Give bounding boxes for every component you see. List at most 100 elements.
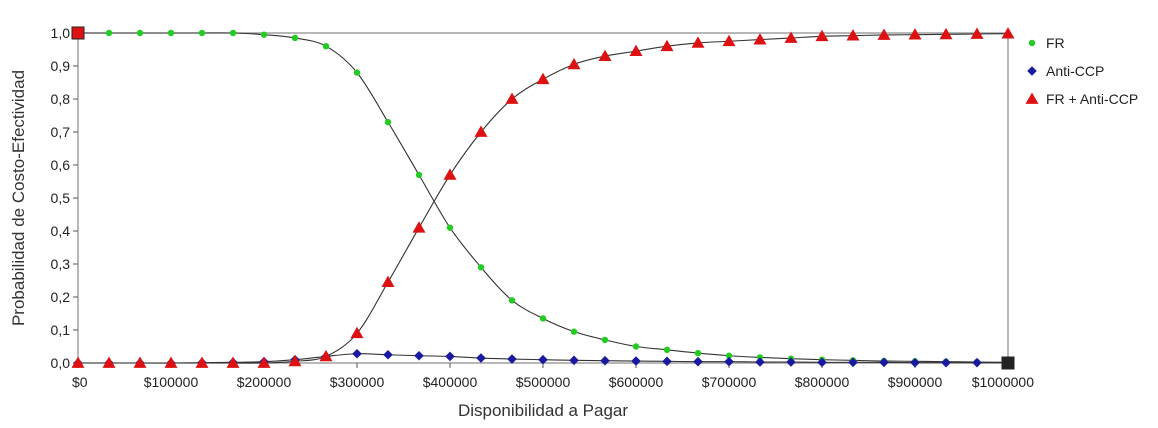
data-point-anti-ccp xyxy=(972,357,982,368)
data-point-fr xyxy=(508,297,516,304)
data-point-anti-ccp xyxy=(569,355,579,366)
x-axis-ticks: $0 $100000 $200000 $300000 $400000 $500000 $60… xyxy=(72,363,1034,390)
data-point-fr xyxy=(694,349,702,357)
data-point-fr-anti-ccp xyxy=(102,356,116,368)
legend-label-fr-anti-ccp: FR + Anti-CCP xyxy=(1046,91,1138,107)
data-point-anti-ccp xyxy=(724,356,734,367)
data-point-fr xyxy=(167,29,175,37)
data-point-fr xyxy=(570,328,578,335)
data-point-fr-anti-ccp xyxy=(939,27,953,40)
data-point-anti-ccp xyxy=(941,357,951,368)
legend-label-fr: FR xyxy=(1046,35,1065,51)
data-point-anti-ccp xyxy=(414,350,424,361)
data-point-fr-anti-ccp xyxy=(722,34,736,47)
y-tick-label: 0,3 xyxy=(51,256,71,272)
x-axis-title: Disponibilidad a Pagar xyxy=(458,401,628,420)
data-point-anti-ccp xyxy=(817,357,827,368)
axis-corner-marker xyxy=(71,26,85,40)
data-point-fr-anti-ccp xyxy=(257,356,271,368)
x-tick-label: $0 xyxy=(72,374,88,390)
data-point-fr-anti-ccp xyxy=(412,221,426,233)
legend-marker-fr xyxy=(1028,39,1036,47)
data-point-fr-anti-ccp xyxy=(908,28,922,40)
x-tick-label: $900000 xyxy=(888,374,943,390)
data-point-anti-ccp xyxy=(910,357,920,368)
y-axis-ticks: 0,0 0,1 0,2 0,3 0,4 0,5 0,6 0,7 0,8 0,9 1,0 xyxy=(51,25,78,371)
x-tick-label: $500000 xyxy=(516,374,571,390)
data-point-fr-anti-ccp xyxy=(443,168,457,180)
data-point-fr-anti-ccp xyxy=(691,36,705,48)
y-tick-label: 0,0 xyxy=(51,355,71,371)
data-point-fr-anti-ccp xyxy=(288,354,302,367)
data-point-fr-anti-ccp xyxy=(164,356,178,368)
data-point-fr xyxy=(539,315,547,322)
data-point-fr xyxy=(291,34,299,42)
data-point-fr-anti-ccp xyxy=(505,92,519,104)
x-tick-label: $300000 xyxy=(330,374,385,390)
data-point-fr-anti-ccp xyxy=(660,39,674,52)
data-point-fr xyxy=(415,171,423,179)
data-point-anti-ccp xyxy=(662,356,672,367)
legend-marker-anti-ccp xyxy=(1027,66,1037,76)
data-point-fr xyxy=(446,224,454,231)
y-tick-label: 0,5 xyxy=(51,190,71,206)
data-point-fr-anti-ccp xyxy=(350,326,364,339)
data-point-anti-ccp xyxy=(631,356,641,366)
data-point-fr-anti-ccp xyxy=(1001,27,1015,39)
x-tick-label: $600000 xyxy=(609,374,664,390)
data-point-anti-ccp xyxy=(755,357,765,367)
x-tick-label: $400000 xyxy=(423,374,478,390)
data-point-fr-anti-ccp xyxy=(629,44,643,57)
data-point-anti-ccp xyxy=(538,354,548,365)
series-markers xyxy=(71,26,1015,370)
y-tick-label: 0,1 xyxy=(51,322,71,338)
x-tick-label: $800000 xyxy=(795,374,850,390)
data-point-fr xyxy=(663,346,671,353)
x-tick-label: $200000 xyxy=(237,374,292,390)
data-point-anti-ccp xyxy=(786,357,796,367)
data-point-fr-anti-ccp xyxy=(846,29,860,41)
y-tick-label: 1,0 xyxy=(51,25,71,41)
legend-label-anti-ccp: Anti-CCP xyxy=(1046,63,1104,79)
data-point-fr xyxy=(601,336,609,344)
legend-marker-fr-anti-ccp xyxy=(1025,92,1039,104)
data-point-fr-anti-ccp xyxy=(226,356,240,368)
data-point-fr-anti-ccp xyxy=(195,356,209,368)
data-point-fr-anti-ccp xyxy=(381,275,395,288)
y-tick-label: 0,4 xyxy=(51,223,71,239)
y-tick-label: 0,8 xyxy=(51,91,71,107)
legend: FR Anti-CCP FR + Anti-CCP xyxy=(1025,35,1138,107)
data-point-fr xyxy=(353,69,361,76)
y-tick-label: 0,9 xyxy=(51,58,71,74)
x-tick-label: $1000000 xyxy=(972,374,1035,390)
data-point-fr xyxy=(105,29,113,37)
data-point-fr xyxy=(632,343,640,350)
data-point-anti-ccp xyxy=(600,355,610,366)
y-tick-label: 0,6 xyxy=(51,157,71,173)
data-point-fr xyxy=(229,29,237,37)
data-point-fr-anti-ccp xyxy=(536,72,550,85)
data-point-fr xyxy=(136,29,144,37)
data-point-anti-ccp xyxy=(507,354,517,364)
data-point-fr xyxy=(260,31,268,38)
data-point-anti-ccp xyxy=(693,356,703,367)
data-point-fr-anti-ccp xyxy=(970,27,984,39)
data-point-fr-anti-ccp xyxy=(567,57,581,70)
data-point-anti-ccp xyxy=(445,351,455,362)
data-point-fr xyxy=(477,264,485,271)
y-tick-label: 0,2 xyxy=(51,289,71,305)
data-point-fr xyxy=(198,29,206,37)
x-tick-label: $100000 xyxy=(144,374,199,390)
x-tick-label: $700000 xyxy=(702,374,757,390)
data-point-fr xyxy=(725,352,733,359)
data-point-fr-anti-ccp xyxy=(474,125,488,137)
data-point-anti-ccp xyxy=(383,349,393,360)
data-point-fr-anti-ccp xyxy=(71,356,85,368)
data-point-anti-ccp xyxy=(476,353,486,363)
y-axis-title: Probabilidad de Costo-Efectividad xyxy=(9,70,28,326)
data-point-fr-anti-ccp xyxy=(319,349,333,362)
data-point-anti-ccp xyxy=(352,348,362,359)
data-point-fr-anti-ccp xyxy=(784,31,798,43)
data-point-fr xyxy=(384,118,392,126)
